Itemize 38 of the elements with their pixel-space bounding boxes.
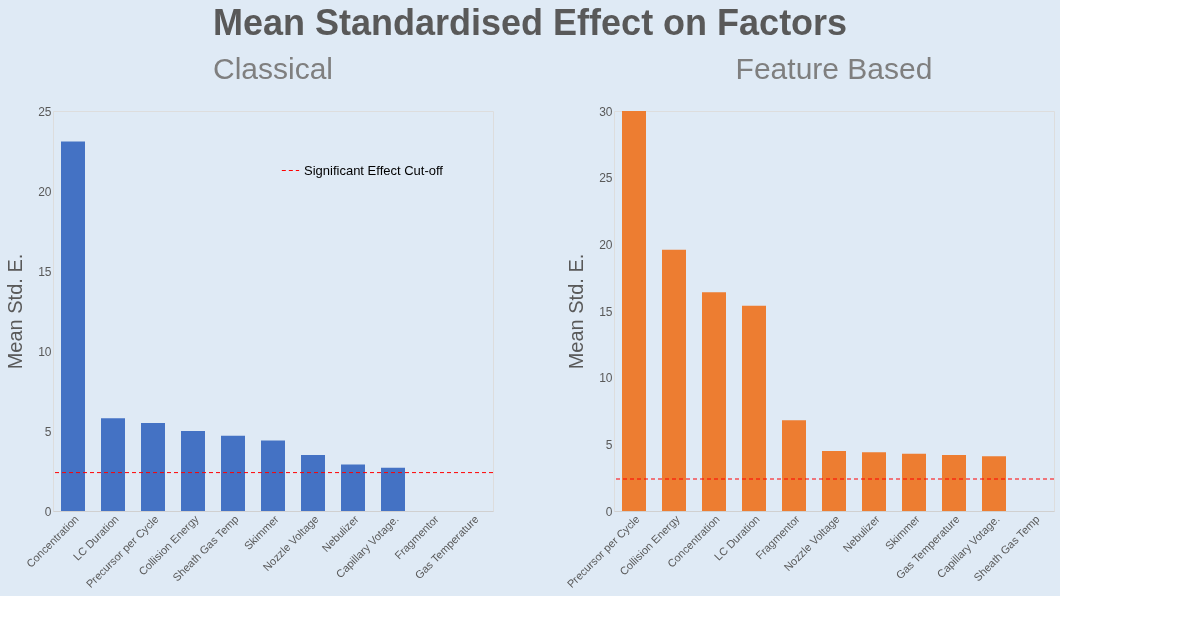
y-axis-title: Mean Std. E. (4, 253, 27, 370)
chart-title: Classical (212, 52, 334, 85)
bar (301, 455, 325, 511)
bar (662, 249, 686, 511)
bar (381, 467, 405, 511)
bar (341, 464, 365, 511)
y-tick-label: 10 (599, 371, 613, 386)
y-tick-label: 5 (44, 424, 52, 439)
y-tick-label: 25 (599, 171, 613, 186)
y-tick-label: 5 (605, 437, 613, 452)
y-tick-label: 30 (599, 104, 613, 119)
bar (902, 453, 926, 511)
bar (702, 292, 726, 511)
chart-title: Feature Based (735, 52, 933, 85)
text: Mean Standardised Effect on Factors (213, 1, 848, 43)
bar (862, 452, 886, 511)
bar (221, 435, 245, 511)
y-tick-label: 15 (599, 304, 613, 319)
bar (141, 423, 165, 511)
y-axis-title: Mean Std. E. (565, 253, 588, 370)
y-tick-label: 0 (44, 504, 52, 519)
bar (942, 455, 966, 511)
bar (982, 456, 1006, 511)
bar (822, 451, 846, 511)
bar (622, 111, 646, 511)
bar (61, 141, 85, 511)
y-tick-label: 20 (38, 184, 52, 199)
y-tick-label: 25 (38, 104, 52, 119)
bar (261, 440, 285, 511)
legend-label: Significant Effect Cut-off (304, 162, 444, 178)
y-tick-label: 15 (38, 264, 52, 279)
bar (101, 418, 125, 511)
y-tick-label: 10 (38, 344, 52, 359)
y-tick-label: 20 (599, 237, 613, 252)
bar (181, 431, 205, 511)
bar (782, 420, 806, 511)
bar (742, 305, 766, 511)
y-tick-label: 0 (605, 504, 613, 519)
